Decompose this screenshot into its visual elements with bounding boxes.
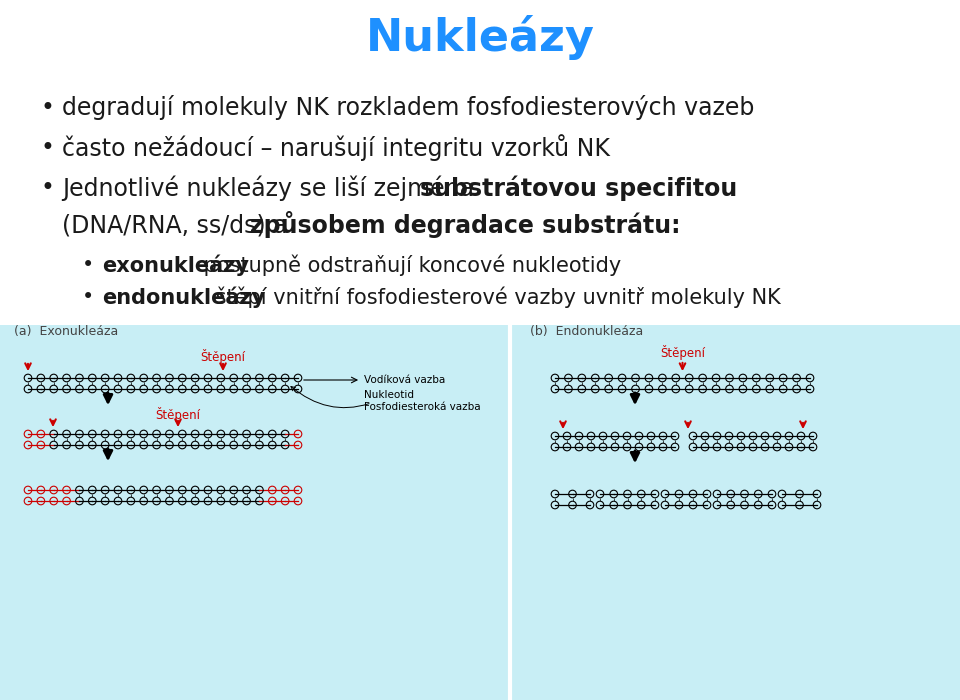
Bar <box>0 0 960 325</box>
Text: Štěpení: Štěpení <box>660 346 705 360</box>
Text: Nukleotid: Nukleotid <box>291 386 414 407</box>
Text: •: • <box>40 136 54 160</box>
Text: (b)  Endonukleáza: (b) Endonukleáza <box>530 326 643 339</box>
Text: Štěpení: Štěpení <box>201 349 246 363</box>
Text: substrátovou specifitou: substrátovou specifitou <box>420 175 737 201</box>
Text: (a)  Exonukleáza: (a) Exonukleáza <box>14 326 118 339</box>
Text: Nukleázy: Nukleázy <box>366 15 594 60</box>
Text: •: • <box>82 255 94 275</box>
Text: (DNA/RNA, ss/ds) a: (DNA/RNA, ss/ds) a <box>62 213 295 237</box>
Text: Jednotlivé nukleázy se liší zejména: Jednotlivé nukleázy se liší zejména <box>62 175 482 201</box>
Text: Fosfodiesteroká vazba: Fosfodiesteroká vazba <box>364 402 481 412</box>
Bar <box>0 325 960 700</box>
Text: •: • <box>82 287 94 307</box>
Text: štěpí vnitřní fosfodiesterové vazby uvnitř molekuly NK: štěpí vnitřní fosfodiesterové vazby uvni… <box>209 286 780 308</box>
Text: •: • <box>40 176 54 200</box>
Text: Vodíková vazba: Vodíková vazba <box>364 375 445 385</box>
Text: exonukleázy: exonukleázy <box>102 254 249 276</box>
Text: často nežádoucí – narušují integritu vzorků NK: často nežádoucí – narušují integritu vzo… <box>62 134 610 162</box>
Text: způsobem degradace substrátu:: způsobem degradace substrátu: <box>250 211 681 239</box>
Text: •: • <box>40 96 54 120</box>
Text: degradují molekuly NK rozkladem fosfodiesterových vazeb: degradují molekuly NK rozkladem fosfodie… <box>62 95 755 120</box>
Text: Štěpení: Štěpení <box>156 407 201 423</box>
Text: postupně odstraňují koncové nukleotidy: postupně odstraňují koncové nukleotidy <box>197 254 621 276</box>
Text: endonukleázy: endonukleázy <box>102 286 265 308</box>
